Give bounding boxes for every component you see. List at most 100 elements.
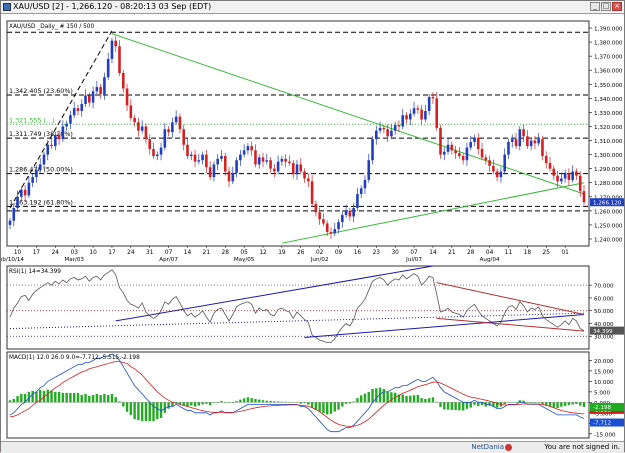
macd-histogram-bar — [371, 388, 374, 403]
price-ytick-label: 1,250.000 — [594, 223, 623, 229]
chart-canvas[interactable]: 1,342.405 (23.60%) 1,321.555 (...) 1,311.7… — [1, 13, 624, 441]
macd-last-value-box — [590, 418, 624, 427]
status-bar: NetDania You are not signed in. — [1, 441, 624, 453]
date-tick-label: 11 — [505, 250, 513, 256]
macd-histogram-bar — [575, 402, 578, 405]
candle-body — [401, 115, 405, 127]
macd-panel-frame — [6, 351, 590, 439]
date-tick-label: 03 — [71, 250, 79, 256]
price-ytick-label: 1,340.000 — [594, 97, 623, 103]
candle-body — [178, 116, 182, 130]
candle-body — [140, 126, 144, 131]
candle-body — [16, 196, 19, 209]
macd-histogram-bar — [212, 402, 216, 403]
candle-body — [235, 160, 238, 173]
macd-histogram-bar — [526, 402, 529, 403]
macd-histogram-bar — [57, 391, 61, 403]
date-tick-label: 14 — [429, 250, 437, 256]
macd-histogram-bar — [480, 402, 484, 406]
candle-body — [529, 140, 533, 147]
candle-body — [69, 115, 72, 124]
close-button[interactable]: × — [612, 2, 622, 11]
date-tick-label: 05 — [240, 250, 248, 256]
candle-body — [155, 154, 159, 156]
candle-body — [84, 95, 87, 104]
macd-histogram-bar — [91, 395, 95, 403]
candle-body — [129, 105, 133, 119]
window-title: XAU/USD [2] - 1,266.120 - 08:20:13 03 Se… — [13, 2, 212, 11]
candle-body — [163, 129, 167, 148]
macd-plot-area — [7, 353, 589, 433]
macd-histogram-bar — [545, 402, 548, 406]
macd-histogram-bar — [246, 397, 250, 403]
macd-histogram-bar — [125, 402, 129, 412]
candle-body — [356, 193, 359, 209]
candle-body — [23, 189, 27, 196]
candle-body — [189, 154, 193, 156]
app-icon — [3, 3, 11, 11]
candle-body — [435, 98, 439, 128]
macd-histogram-bar — [197, 402, 201, 406]
candle-body — [465, 147, 469, 161]
date-tick-label: 24 — [127, 250, 135, 256]
candle-body — [8, 220, 12, 225]
rsi-line — [9, 269, 585, 344]
candle-body — [106, 58, 110, 78]
candle-body — [427, 96, 431, 111]
brand-label: NetDania — [471, 443, 504, 451]
macd-histogram-bar — [144, 402, 148, 422]
macd-histogram-bar — [412, 395, 416, 403]
candle-body — [533, 140, 537, 144]
candle-body — [322, 219, 325, 224]
macd-histogram-bar — [431, 397, 435, 403]
candle-body — [133, 118, 136, 123]
macd-histogram-bar — [329, 402, 333, 414]
macd-histogram-bar — [492, 402, 495, 407]
macd-panel-title: MACD(1) 12.0 26.0 9.0=-7.712,-5.515,-2.1… — [9, 355, 140, 361]
macd-histogram-bar — [205, 402, 208, 404]
candle-body — [54, 134, 57, 147]
macd-histogram-bar — [265, 400, 268, 403]
candle-body — [537, 139, 540, 144]
macd-histogram-bar — [359, 395, 363, 403]
candle-body — [439, 127, 442, 155]
price-ytick-label: 1,390.000 — [594, 27, 623, 33]
candle-body — [348, 210, 352, 217]
macd-histogram-bar — [458, 402, 461, 411]
date-tick-label: 02 — [316, 250, 324, 256]
macd-histogram-bar — [35, 391, 38, 403]
macd-histogram-bar — [114, 397, 117, 403]
candle-body — [114, 40, 118, 47]
macd-histogram-bar — [529, 402, 533, 403]
month-label: May/05 — [234, 257, 255, 263]
macd-histogram-bar — [390, 392, 393, 403]
candle-body — [27, 182, 31, 196]
candle-body — [363, 179, 367, 189]
candle-body — [458, 153, 461, 156]
macd-histogram-bar — [310, 402, 314, 408]
macd-histogram-bar — [106, 395, 110, 403]
candle-body — [393, 125, 397, 131]
minimize-button[interactable]: _ — [590, 2, 600, 11]
macd-histogram-bar — [231, 402, 235, 403]
window-titlebar[interactable]: XAU/USD [2] - 1,266.120 - 08:20:13 03 Se… — [1, 1, 624, 14]
candle-body — [212, 164, 216, 178]
candle-body — [12, 208, 16, 221]
macd-histogram-bar — [95, 393, 99, 403]
rsi-trendline — [436, 282, 585, 316]
candle-body — [408, 113, 412, 120]
macd-histogram-bar — [563, 402, 567, 406]
macd-histogram-bar — [495, 402, 499, 408]
rsi-last-value: 34.399 — [593, 329, 613, 335]
macd-histogram-bar — [560, 402, 563, 407]
macd-histogram-bar — [420, 398, 423, 403]
candle-body — [216, 158, 219, 165]
candle-body — [118, 46, 121, 74]
candle-body — [424, 111, 427, 120]
macd-histogram-bar — [72, 392, 76, 403]
candle-body — [337, 222, 340, 230]
macd-histogram-bar — [76, 392, 80, 403]
candle-body — [571, 171, 574, 180]
macd-histogram-bar — [571, 402, 574, 405]
maximize-button[interactable]: □ — [601, 2, 611, 11]
